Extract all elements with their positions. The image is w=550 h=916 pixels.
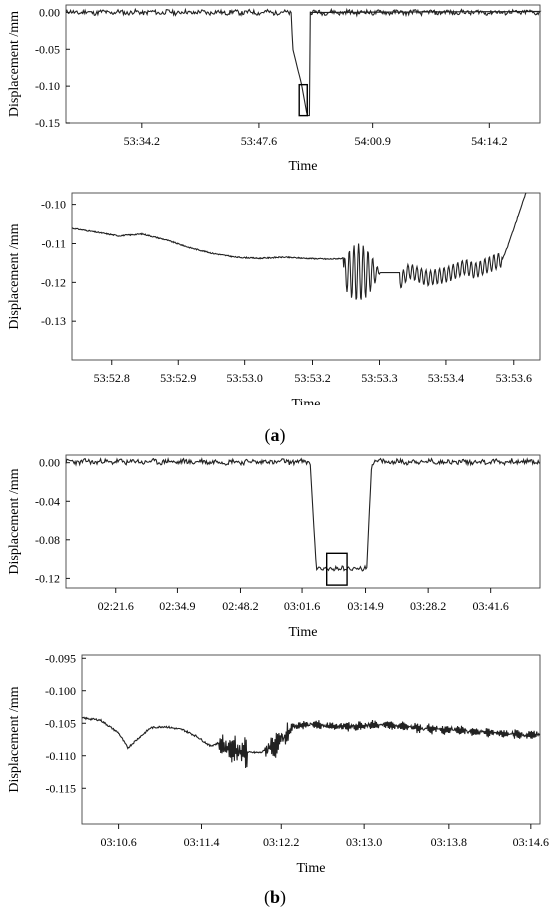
y-tick-label: 0.00 [39, 5, 60, 19]
x-tick-label: 53:52.8 [94, 371, 130, 385]
y-tick-label: -0.105 [45, 716, 76, 730]
x-tick-label: 54:00.9 [355, 134, 391, 148]
plot-frame [81, 654, 541, 825]
y-tick-label: 0.00 [39, 456, 60, 470]
x-tick-label: 03:01.6 [284, 599, 320, 613]
x-axis-label: Time [288, 625, 317, 640]
x-tick-label: 03:14.6 [513, 835, 549, 849]
series-line [81, 716, 541, 769]
x-tick-label: 53:53.0 [227, 371, 263, 385]
x-tick-label: 03:13.8 [431, 835, 467, 849]
y-axis-label: Displacement /mm [7, 223, 22, 329]
y-tick-label: -0.04 [35, 494, 60, 508]
x-tick-label: 53:47.6 [241, 134, 277, 148]
chart-b-top: 0.00 -0.04 -0.08 -0.12 02:21.6 02:34.9 02:48.2… [7, 454, 541, 640]
x-tick-label: 53:53.4 [428, 371, 464, 385]
y-tick-label: -0.05 [35, 42, 60, 56]
x-tick-label: 53:53.3 [361, 371, 397, 385]
x-tick-label: 03:12.2 [263, 835, 299, 849]
x-tick-label: 53:34.2 [124, 134, 160, 148]
y-tick-label: -0.110 [45, 749, 76, 763]
x-tick-label: 03:28.2 [410, 599, 446, 613]
x-tick-label: 02:34.9 [159, 599, 195, 613]
plot-frame [65, 4, 541, 124]
x-tick-label: 02:48.2 [222, 599, 258, 613]
chart-a-bottom: -0.10 -0.11 -0.12 -0.13 53:52.8 53:52.9 53:53.… [7, 192, 541, 405]
highlight-box [326, 552, 348, 586]
series-line [71, 192, 527, 300]
x-tick-label: 02:21.6 [98, 599, 134, 613]
y-tick-label: -0.100 [45, 684, 76, 698]
y-tick-label: -0.095 [45, 651, 76, 665]
y-tick-label: -0.11 [41, 236, 66, 250]
x-axis-label: Time [296, 861, 325, 876]
x-tick-label: 03:11.4 [184, 835, 220, 849]
y-tick-label: -0.13 [41, 314, 66, 328]
x-axis-label: Time [291, 397, 320, 405]
y-tick-label: -0.12 [41, 275, 66, 289]
y-tick-label: -0.10 [41, 198, 66, 212]
y-tick-label: -0.12 [35, 571, 60, 585]
x-axis-label: Time [288, 159, 317, 174]
y-tick-label: -0.15 [35, 116, 60, 130]
y-tick-label: -0.10 [35, 79, 60, 93]
series-line [65, 456, 541, 572]
x-tick-label: 03:14.9 [347, 599, 383, 613]
x-tick-label: 03:10.6 [100, 835, 136, 849]
chart-b-bottom: -0.095 -0.100 -0.105 -0.110 -0.115 03:10.6 03:… [7, 651, 549, 876]
y-tick-label: -0.08 [35, 533, 60, 547]
x-tick-label: 54:14.2 [471, 134, 507, 148]
caption-a-letter: a [270, 425, 280, 445]
chart-a-top: 0.00 -0.05 -0.10 -0.15 53:34.2 53:47.6 54:00.9… [7, 4, 542, 174]
plot-frame [71, 192, 541, 361]
highlight-box [298, 83, 308, 117]
y-axis-label: Displacement /mm [7, 686, 22, 792]
x-tick-label: 53:52.9 [160, 371, 196, 385]
y-axis-label: Displacement /mm [7, 468, 22, 574]
x-tick-label: 53:53.2 [294, 371, 330, 385]
caption-b: (b) [263, 887, 286, 907]
x-tick-label: 03:41.6 [473, 599, 509, 613]
caption-b-letter: b [269, 887, 280, 907]
y-tick-label: -0.115 [45, 781, 76, 795]
x-tick-label: 03:13.0 [346, 835, 382, 849]
caption-a: (a) [264, 425, 286, 445]
plot-frame [65, 454, 541, 589]
y-axis-label: Displacement /mm [7, 11, 22, 117]
series-line [65, 7, 542, 117]
x-tick-label: 53:53.6 [496, 371, 532, 385]
